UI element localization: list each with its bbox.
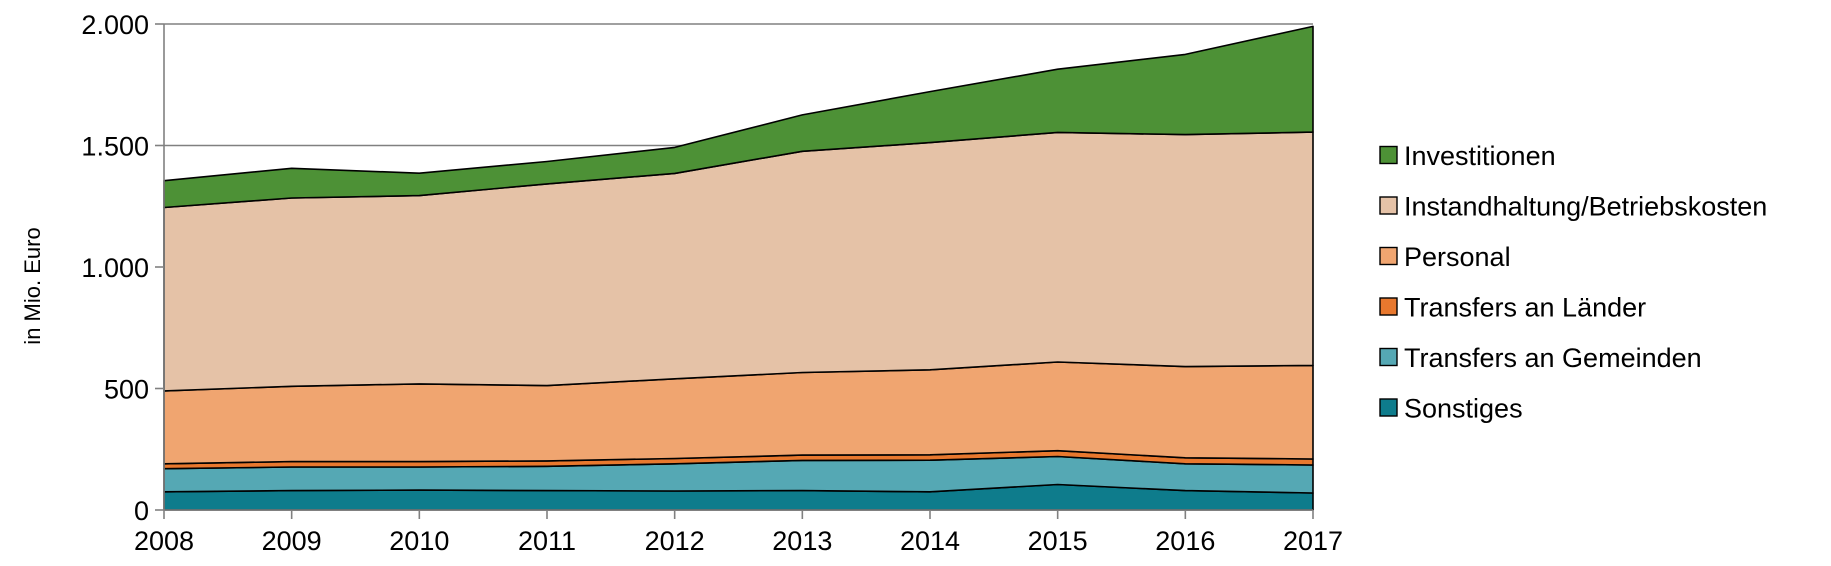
- x-tick-label: 2017: [1283, 526, 1343, 556]
- x-tick-label: 2010: [389, 526, 449, 556]
- y-tick-label: 0: [134, 496, 149, 526]
- x-tick-label: 2014: [900, 526, 960, 556]
- legend-label: Personal: [1404, 242, 1511, 272]
- legend-item: Personal: [1379, 242, 1511, 272]
- x-tick-label: 2016: [1155, 526, 1215, 556]
- legend: Investitionen Instandhaltung/Betriebskost…: [1379, 141, 1767, 424]
- y-tick-label: 2.000: [81, 10, 149, 40]
- legend-label: Transfers an Gemeinden: [1404, 343, 1702, 373]
- legend-label: Transfers an Länder: [1404, 293, 1646, 323]
- legend-swatch: [1379, 246, 1398, 266]
- y-tick-label: 500: [104, 375, 149, 405]
- x-tick-label: 2012: [645, 526, 705, 556]
- legend-item: Investitionen: [1379, 141, 1556, 171]
- legend-item: Transfers an Gemeinden: [1379, 343, 1702, 373]
- legend-swatch: [1379, 398, 1398, 417]
- legend-item: Instandhaltung/Betriebskosten: [1379, 192, 1767, 222]
- area-investitionen: [163, 25, 1314, 209]
- legend-label: Investitionen: [1404, 141, 1556, 171]
- legend-label: Instandhaltung/Betriebskosten: [1404, 192, 1767, 222]
- legend-label: Sonstiges: [1404, 394, 1523, 424]
- legend-swatch: [1379, 297, 1398, 316]
- area-layer: [163, 25, 1314, 511]
- x-tick-label: 2009: [262, 526, 322, 556]
- x-tick-label: 2013: [772, 526, 832, 556]
- y-axis-title: in Mio. Euro: [20, 227, 45, 344]
- y-tick-label: 1.500: [81, 132, 149, 162]
- x-tick-label: 2011: [518, 526, 576, 556]
- x-tick-label: 2015: [1028, 526, 1088, 556]
- axis-layer: 0 500 1.000 1.500 2.000 2008 2009 2010 2011 2012 2…: [81, 10, 1343, 556]
- legend-item: Sonstiges: [1379, 394, 1523, 424]
- x-tick-label: 2008: [134, 526, 194, 556]
- y-tick-label: 1.000: [81, 253, 149, 283]
- legend-swatch: [1379, 196, 1398, 215]
- legend-swatch: [1379, 145, 1398, 165]
- legend-swatch: [1379, 347, 1398, 367]
- legend-item: Transfers an Länder: [1379, 293, 1646, 323]
